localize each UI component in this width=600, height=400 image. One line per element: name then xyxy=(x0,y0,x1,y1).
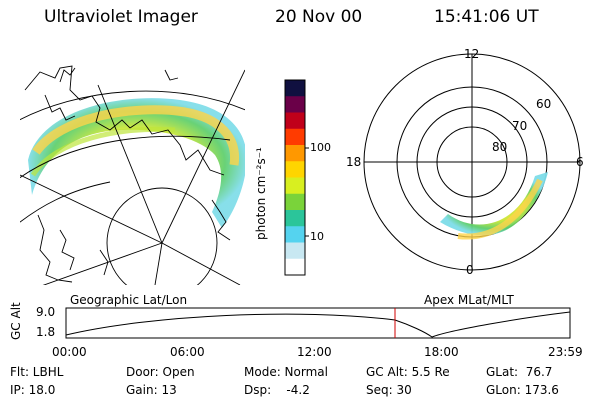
geographic-map xyxy=(20,65,245,285)
footer-seq: Seq: 30 xyxy=(366,383,412,397)
auroral-oval-polar xyxy=(440,172,548,236)
colorbar-tick-10: 10 xyxy=(310,230,324,243)
mlt-12-label: 12 xyxy=(464,47,480,61)
footer-mode: Mode: Normal xyxy=(244,365,328,379)
colorbar-segment xyxy=(285,128,305,146)
instrument-title: Ultraviolet Imager xyxy=(44,7,198,27)
colorbar-segment xyxy=(285,112,305,130)
auroral-oval-geo xyxy=(28,98,245,228)
date-label: 20 Nov 00 xyxy=(275,7,363,27)
colorbar-segment xyxy=(285,258,305,276)
footer-flt: Flt: LBHL xyxy=(10,365,64,379)
time-tick-1200: 12:00 xyxy=(297,345,332,359)
colorbar-tick-100: 100 xyxy=(310,141,331,154)
polar-plot xyxy=(363,53,581,271)
footer-door: Door: Open xyxy=(126,365,195,379)
colorbar-segment xyxy=(285,177,305,195)
footer-glat: GLat: 76.7 xyxy=(486,365,553,379)
colorbar-segment xyxy=(285,193,305,211)
geo-grid xyxy=(20,69,245,285)
footer-ip: IP: 18.0 xyxy=(10,383,56,397)
time-tick-0000: 00:00 xyxy=(52,345,87,359)
colorbar xyxy=(284,79,309,276)
mlt-18-label: 18 xyxy=(346,155,362,169)
time-tick-0600: 06:00 xyxy=(170,345,205,359)
apex-label: Apex MLat/MLT xyxy=(424,293,514,307)
footer-gain: Gain: 13 xyxy=(126,383,177,397)
time-label: 15:41:06 UT xyxy=(434,7,539,27)
mlt-0-label: 0 xyxy=(466,263,474,277)
colorbar-segment xyxy=(285,145,305,162)
time-tick-1800: 18:00 xyxy=(424,345,459,359)
mlat-80-label: 80 xyxy=(492,140,508,154)
colorbar-segment xyxy=(285,226,305,243)
mlat-70-label: 70 xyxy=(512,119,528,133)
time-tick-2359: 23:59 xyxy=(548,345,583,359)
altitude-panel xyxy=(65,307,571,339)
colorbar-segment xyxy=(285,80,305,97)
altitude-axis-title: GC Alt xyxy=(9,302,23,340)
coastlines xyxy=(24,65,231,283)
colorbar-segment xyxy=(285,161,305,178)
colorbar-unit-label: photon cm⁻²s⁻¹ xyxy=(254,147,268,240)
mlt-6-label: 6 xyxy=(576,155,584,169)
colorbar-segment xyxy=(285,210,305,227)
alt-tick-1-8: 1.8 xyxy=(36,325,56,339)
alt-tick-9: 9.0 xyxy=(36,305,56,319)
colorbar-border xyxy=(284,79,306,276)
colorbar-segment xyxy=(285,242,305,260)
footer-dsp: Dsp: -4.2 xyxy=(244,383,310,397)
footer-gc-alt: GC Alt: 5.5 Re xyxy=(366,365,450,379)
geographic-label: Geographic Lat/Lon xyxy=(70,293,188,307)
footer-glon: GLon: 173.6 xyxy=(486,383,559,397)
colorbar-segment xyxy=(285,96,305,113)
altitude-curve xyxy=(65,311,571,338)
mlat-60-label: 60 xyxy=(536,97,552,111)
